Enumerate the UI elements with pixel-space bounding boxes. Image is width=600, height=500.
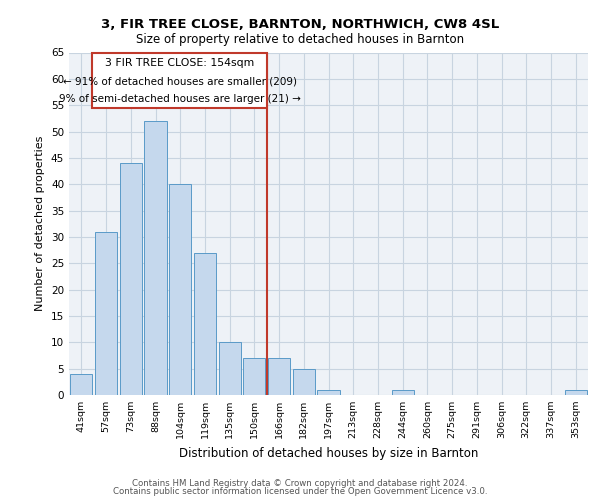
Bar [218,342,241,395]
Bar [565,390,587,395]
Text: ← 91% of detached houses are smaller (209): ← 91% of detached houses are smaller (20… [62,76,296,86]
Text: 3, FIR TREE CLOSE, BARNTON, NORTHWICH, CW8 4SL: 3, FIR TREE CLOSE, BARNTON, NORTHWICH, C… [101,18,499,30]
Bar [145,121,167,395]
Bar [92,52,267,108]
Bar [243,358,265,395]
Text: Contains public sector information licensed under the Open Government Licence v3: Contains public sector information licen… [113,487,487,496]
Bar [119,163,142,395]
X-axis label: Distribution of detached houses by size in Barnton: Distribution of detached houses by size … [179,446,478,460]
Text: Size of property relative to detached houses in Barnton: Size of property relative to detached ho… [136,32,464,46]
Text: Contains HM Land Registry data © Crown copyright and database right 2024.: Contains HM Land Registry data © Crown c… [132,478,468,488]
Bar [70,374,92,395]
Bar [392,390,414,395]
Bar [293,368,315,395]
Bar [194,252,216,395]
Y-axis label: Number of detached properties: Number of detached properties [35,136,46,312]
Bar [95,232,117,395]
Bar [317,390,340,395]
Bar [169,184,191,395]
Text: 3 FIR TREE CLOSE: 154sqm: 3 FIR TREE CLOSE: 154sqm [105,58,254,68]
Text: 9% of semi-detached houses are larger (21) →: 9% of semi-detached houses are larger (2… [59,94,301,104]
Bar [268,358,290,395]
